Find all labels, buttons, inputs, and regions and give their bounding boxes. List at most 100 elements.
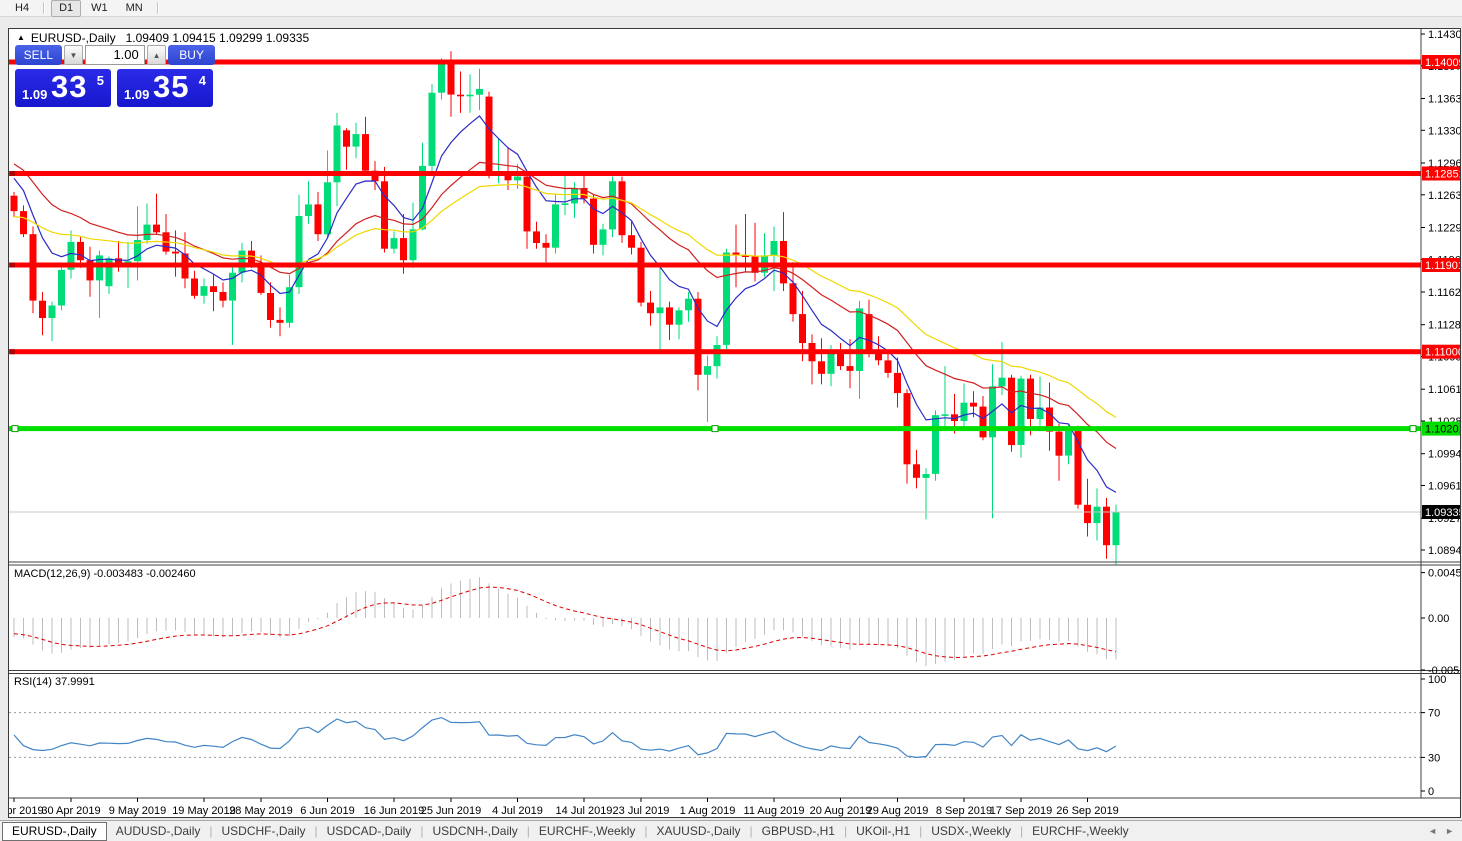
hline-1.14009[interactable] [9, 59, 1421, 65]
candle-body [305, 204, 312, 216]
chart-tab-eurchf-weekly[interactable]: EURCHF-,Weekly [538, 824, 636, 838]
date-axis-label: 6 Jun 2019 [300, 805, 354, 817]
timeframe-button-w1[interactable]: W1 [91, 1, 108, 14]
date-axis-label: 19 May 2019 [172, 805, 236, 817]
buy-price-box[interactable]: 1.09 35 4 [117, 69, 213, 107]
date-axis-label: 14 Jul 2019 [556, 805, 613, 817]
candle-body [998, 377, 1006, 387]
current-price-tag [1422, 505, 1460, 519]
candle-body [656, 307, 664, 314]
buy-button[interactable]: BUY [168, 45, 215, 65]
chart-tab-gbpusd-h1[interactable]: GBPUSD-,H1 [761, 824, 835, 838]
candle-body [48, 305, 56, 318]
hline-handle[interactable] [11, 425, 19, 433]
current-price-tag-label: 1.09335 [1425, 507, 1460, 519]
candle-body [447, 63, 455, 95]
candle-body [884, 360, 892, 373]
hline-price-tag-label: 1.14009 [1425, 57, 1460, 69]
candle-body [571, 188, 578, 204]
volume-increase-button[interactable]: ▲ [146, 45, 167, 65]
candle-body [865, 314, 873, 351]
chart-tab-eurchf-weekly[interactable]: EURCHF-,Weekly [1032, 824, 1129, 838]
hline-handle[interactable] [711, 425, 719, 433]
date-axis-label: 25 Jun 2019 [421, 805, 482, 817]
chart-tab-usdcnh-daily[interactable]: USDCNH-,Daily [432, 824, 518, 838]
candle-body [343, 130, 350, 147]
candle-body [675, 310, 683, 325]
tab-separator: | [843, 824, 848, 838]
candle-body [932, 415, 939, 474]
hline-price-tag [1422, 258, 1460, 272]
hline-handle[interactable] [1409, 425, 1417, 433]
sell-button[interactable]: SELL [15, 45, 62, 65]
candle-body [134, 240, 141, 262]
candle-body [1008, 377, 1015, 446]
tab-separator: | [209, 824, 213, 838]
candle-body [400, 238, 407, 261]
date-axis-label: 11 Aug 2019 [744, 805, 805, 817]
hline-1.12851[interactable] [9, 171, 1421, 176]
date-axis-label: 21 Apr 2019 [9, 805, 44, 817]
candle-body [96, 255, 103, 281]
candle-body [827, 351, 835, 374]
candle-body [552, 204, 559, 248]
candle-body [333, 125, 341, 183]
candle-body [10, 195, 18, 212]
candle-body [362, 134, 369, 171]
hline-1.11000[interactable] [9, 349, 1421, 355]
chart-tab-usdx-weekly[interactable]: USDX-,Weekly [931, 824, 1012, 838]
candle-body [913, 464, 920, 478]
price-axis-label: 1.13300 [1428, 125, 1460, 137]
volume-input[interactable]: 1.00 [85, 45, 145, 65]
date-axis-label: 17 Sep 2019 [990, 805, 1052, 817]
candle-body [314, 204, 322, 235]
chart-tab-usdcad-daily[interactable]: USDCAD-,Daily [326, 824, 412, 838]
chart-tab-audusd-daily[interactable]: AUDUSD-,Daily [115, 824, 201, 838]
hline-handle[interactable] [10, 171, 15, 176]
date-axis-label: 20 Aug 2019 [810, 805, 872, 817]
rsi-line [13, 716, 1117, 759]
date-axis-label: 26 Sep 2019 [1056, 805, 1118, 817]
chart-tab-ukoil-h1[interactable]: UKOil-,H1 [856, 824, 911, 838]
candle-body [590, 198, 597, 245]
candle-body [428, 92, 436, 166]
candle-body [533, 231, 540, 243]
hline-handle[interactable] [10, 349, 15, 355]
macd-signal-line [13, 586, 1117, 659]
timeframe-button-mn[interactable]: MN [125, 1, 143, 14]
collapse-triangle-icon[interactable]: ▲ [17, 33, 25, 42]
candle-body [143, 224, 151, 240]
hline-handle[interactable] [10, 262, 15, 268]
sell-price-prefix: 1.09 [22, 87, 48, 102]
candle-body [732, 252, 740, 256]
rsi-indicator-label: RSI(14) 37.9991 [14, 676, 95, 688]
chart-tab-eurusd-daily[interactable]: EURUSD-,Daily [2, 821, 107, 841]
sell-price-box[interactable]: 1.09 33 5 [15, 69, 111, 107]
timeframe-button-d1[interactable]: D1 [51, 0, 82, 17]
candle-body [153, 224, 160, 233]
rsi-axis-label: 0 [1428, 786, 1434, 798]
ma-mid-line [13, 161, 1117, 450]
rsi-axis-label: 70 [1428, 708, 1440, 720]
candle-body [846, 366, 854, 371]
candle-body [1017, 378, 1025, 445]
tabs-scroll-right-icon[interactable]: ► [1445, 826, 1454, 836]
candle-body [628, 235, 635, 248]
tabs-scroll-left-icon[interactable]: ◄ [1428, 826, 1438, 836]
chart-plot-area[interactable]: 1.143001.139701.136301.133001.129601.126… [9, 29, 1460, 817]
chart-tab-xauusd-daily[interactable]: XAUUSD-,Daily [656, 824, 741, 838]
volume-decrease-button[interactable]: ▼ [63, 45, 84, 65]
candle-body [219, 292, 227, 301]
sell-price-big: 33 [51, 69, 88, 104]
candle-body [200, 286, 208, 296]
hline-1.11901[interactable] [9, 262, 1421, 268]
timeframe-button-h4[interactable]: H4 [15, 1, 30, 14]
price-axis-label: 1.11620 [1428, 287, 1460, 299]
chart-symbol-label: EURUSD-,Daily [30, 30, 116, 45]
candle-body [780, 241, 787, 284]
candle-body [381, 181, 388, 249]
chart-tab-usdchf-daily[interactable]: USDCHF-,Daily [221, 824, 306, 838]
candle-body [419, 165, 426, 230]
rsi-axis-label: 30 [1428, 752, 1440, 764]
